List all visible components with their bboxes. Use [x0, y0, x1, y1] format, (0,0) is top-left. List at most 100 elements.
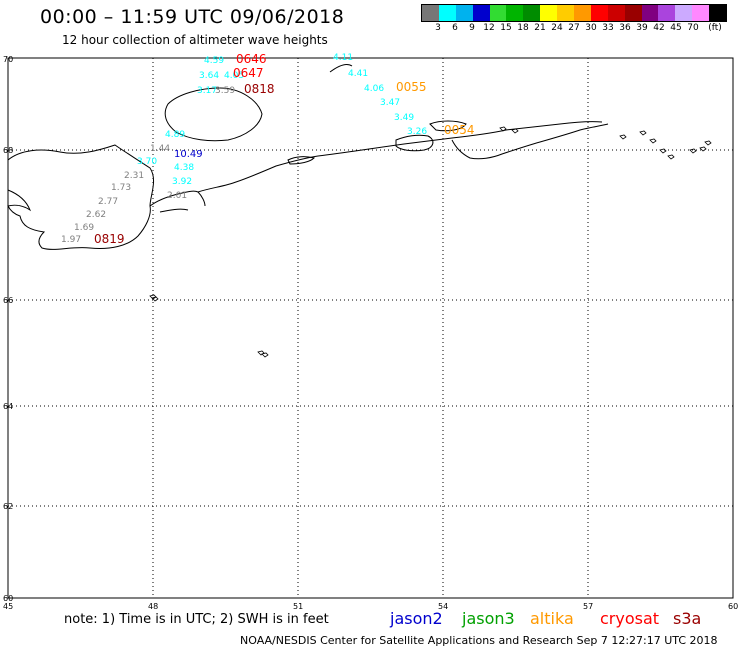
coastline-segment — [197, 121, 603, 193]
wave-height-label: 3.26 — [407, 127, 427, 137]
coastline-segment — [395, 134, 434, 152]
longitude-label: 54 — [438, 602, 448, 611]
scale-swatch — [438, 5, 456, 21]
page-subtitle: 12 hour collection of altimeter wave hei… — [62, 33, 328, 47]
scale-swatch — [540, 5, 558, 21]
longitude-label: 51 — [293, 602, 303, 611]
color-scale-swatches — [421, 4, 727, 22]
wave-height-label: 1.69 — [74, 223, 94, 233]
scale-label: 18 — [517, 23, 529, 33]
scale-label: 3 — [435, 23, 441, 33]
scale-swatch — [709, 5, 727, 21]
small-island — [699, 146, 707, 152]
color-scale-labels: 3 6 9 12 15 18 21 24 27 30 33 36 39 42 45 70 (ft) — [421, 23, 727, 37]
scale-swatch — [607, 5, 625, 21]
scale-label: 39 — [636, 23, 648, 33]
lat-lon-grid — [7, 57, 734, 599]
latitude-label: 60 — [3, 594, 13, 603]
wave-height-label: 0647 — [233, 66, 264, 80]
scale-label: 9 — [469, 23, 475, 33]
small-island — [704, 140, 712, 146]
small-island — [667, 154, 675, 160]
scale-swatch — [557, 5, 575, 21]
scale-label: (ft) — [708, 23, 722, 33]
small-island — [511, 128, 519, 134]
scale-swatch — [489, 5, 507, 21]
coastline-segment — [7, 144, 155, 250]
small-island — [649, 138, 657, 144]
scale-swatch — [658, 5, 676, 21]
wave-height-label: 3.92 — [172, 177, 192, 187]
coastline-segment — [429, 120, 467, 132]
small-island — [151, 296, 159, 302]
wave-height-label: 4.06 — [364, 84, 384, 94]
coastline-segment — [287, 156, 315, 165]
latitude-label: 70 — [3, 55, 13, 64]
scale-swatch — [455, 5, 473, 21]
coastline-segment — [149, 190, 206, 207]
wave-height-label: 0819 — [94, 232, 125, 246]
small-island — [257, 350, 265, 356]
small-island — [659, 148, 667, 154]
scale-swatch — [590, 5, 608, 21]
coastline-segment — [451, 123, 609, 160]
wave-height-label: 2.77 — [98, 197, 118, 207]
wave-height-label: 4.11 — [333, 53, 353, 63]
map-frame — [7, 57, 734, 599]
longitude-label: 57 — [583, 602, 593, 611]
wave-height-label: 3.64 — [199, 71, 219, 81]
scale-label: 45 — [670, 23, 682, 33]
small-island — [639, 130, 647, 136]
scale-swatch — [523, 5, 541, 21]
scale-label: 27 — [568, 23, 580, 33]
scale-swatch — [472, 5, 490, 21]
scale-label: 6 — [452, 23, 458, 33]
small-island — [689, 148, 697, 154]
coastline-segment — [164, 87, 263, 142]
wave-height-label: 4.05 — [224, 71, 244, 81]
scale-swatch — [574, 5, 591, 21]
scale-label: 70 — [687, 23, 699, 33]
wave-height-label: 0646 — [236, 52, 267, 66]
scale-label: 42 — [653, 23, 665, 33]
wave-height-label: 2.62 — [86, 210, 106, 220]
wave-height-color-scale: 3 6 9 12 15 18 21 24 27 30 33 36 39 42 45 70 (ft) — [421, 4, 727, 38]
wave-height-label: 1.44 — [150, 144, 170, 154]
wave-height-label: 3.49 — [394, 113, 414, 123]
scale-swatch — [641, 5, 659, 21]
wave-height-label: 1.73 — [111, 183, 131, 193]
scale-swatch — [624, 5, 642, 21]
scale-label: 21 — [534, 23, 546, 33]
longitude-label: 60 — [728, 602, 738, 611]
wave-height-label: 3.59 — [215, 86, 235, 96]
small-island — [619, 134, 627, 140]
scale-label: 30 — [585, 23, 597, 33]
scale-label: 33 — [602, 23, 614, 33]
wave-height-label: 1.97 — [61, 235, 81, 245]
coastline-segment — [159, 208, 189, 213]
wave-height-label: 3.47 — [380, 98, 400, 108]
small-island — [499, 126, 507, 132]
wave-height-label: 3.70 — [137, 157, 157, 167]
page-title: 00:00 – 11:59 UTC 09/06/2018 — [40, 6, 345, 28]
scale-label: 15 — [500, 23, 512, 33]
units-note: note: 1) Time is in UTC; 2) SWH is in fe… — [64, 612, 329, 627]
scale-label: 24 — [551, 23, 563, 33]
legend-item-s3a: s3a — [673, 609, 702, 628]
latitude-label: 62 — [3, 502, 13, 511]
coastline — [7, 63, 712, 358]
coastline-segment — [329, 63, 353, 73]
scale-swatch — [675, 5, 693, 21]
wave-height-label: 0055 — [396, 80, 427, 94]
scale-label: 12 — [483, 23, 495, 33]
wave-height-label: 10.49 — [174, 149, 203, 160]
footer-credit: NOAA/NESDIS Center for Satellite Applica… — [240, 634, 718, 647]
wave-height-label: 4.38 — [174, 163, 194, 173]
longitude-label: 48 — [148, 602, 158, 611]
scale-swatch — [692, 5, 710, 21]
scale-label: 36 — [619, 23, 631, 33]
wave-height-label: 4.89 — [165, 130, 185, 140]
